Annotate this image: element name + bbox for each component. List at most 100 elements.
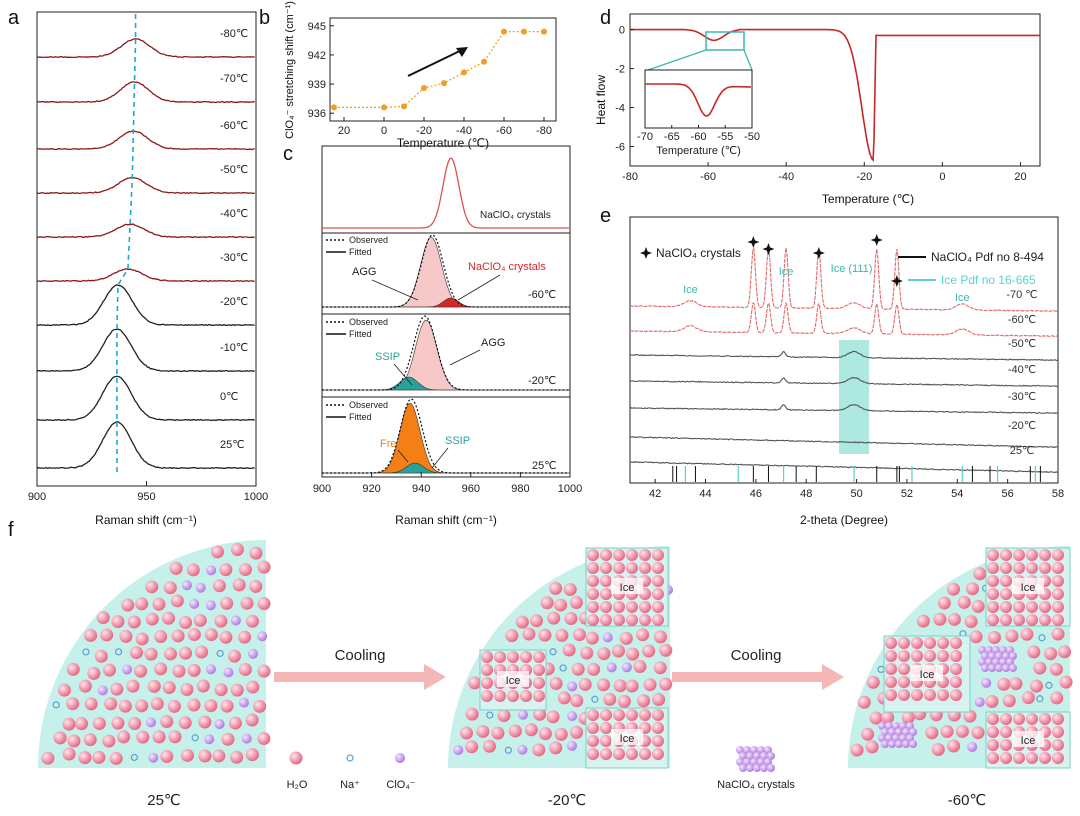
panel-a-spectrum <box>36 223 255 239</box>
ice-label-bg <box>497 671 529 687</box>
water-molecule <box>257 664 271 678</box>
cooling-label-2: Cooling <box>731 647 782 664</box>
clo4-ion <box>567 711 578 722</box>
ice-water-molecule <box>652 588 664 600</box>
water-molecule <box>522 627 536 641</box>
ice-water-molecule <box>1000 726 1012 738</box>
water-molecule <box>230 683 244 697</box>
water-molecule <box>1009 677 1023 691</box>
clo4-ion <box>223 667 234 678</box>
clo4-ion <box>181 580 192 591</box>
panel-c-observed <box>322 234 569 308</box>
panel-b-point <box>541 28 547 35</box>
crystal-ion <box>906 722 914 730</box>
water-molecule <box>947 582 961 596</box>
ice-water-molecule <box>587 722 599 734</box>
water-molecule <box>245 713 259 727</box>
panel-c-ssip-label: SSIP <box>445 435 470 447</box>
water-molecule <box>1049 662 1063 676</box>
water-molecule <box>172 664 186 678</box>
crystal-ion <box>902 740 910 748</box>
water-molecule <box>626 647 640 661</box>
ice-water-molecule <box>987 726 999 738</box>
ice-label: Ice <box>1021 735 1036 747</box>
ice-label-bg <box>611 729 643 745</box>
water-molecule <box>178 716 192 730</box>
ice-water-molecule <box>587 735 599 747</box>
ice-water-molecule <box>1052 726 1064 738</box>
water-molecule <box>210 545 224 559</box>
ice-water-molecule <box>652 575 664 587</box>
ice-water-molecule <box>1039 549 1051 561</box>
ice-water-molecule <box>587 562 599 574</box>
ice-water-molecule <box>587 575 599 587</box>
water-molecule <box>963 709 977 723</box>
panel-b-xtick-label: 20 <box>338 125 350 137</box>
ice-water-molecule <box>587 601 599 613</box>
ice-water-molecule <box>987 549 999 561</box>
water-molecule <box>232 578 246 592</box>
ice-water-molecule <box>639 549 651 561</box>
water-molecule <box>249 579 263 593</box>
crystal-ion <box>760 752 768 760</box>
water-molecule <box>117 730 131 744</box>
ice-water-molecule <box>600 562 612 574</box>
ice-water-molecule <box>481 690 493 702</box>
clo4-ion <box>974 697 985 708</box>
panel-d-xtick-label: -40 <box>778 171 794 183</box>
crystal-ion <box>881 728 889 736</box>
clo4-ion <box>97 685 108 696</box>
na-ion <box>1045 681 1053 689</box>
panel-c-agg-label: AGG <box>352 266 376 278</box>
panel-b-xtick-label: -20 <box>416 125 432 137</box>
crystal-ion <box>978 646 986 654</box>
clo4-ion <box>148 752 159 763</box>
water-molecule <box>562 643 576 657</box>
panel-a-xlabel: Raman shift (cm⁻¹) <box>95 513 197 527</box>
water-molecule <box>625 679 639 693</box>
panel-a-spectrum <box>36 328 255 373</box>
water-molecule <box>529 614 543 628</box>
cooling-label-1: Cooling <box>335 647 386 664</box>
panel-d-xtick-label: 20 <box>1014 171 1026 183</box>
ice-water-molecule <box>937 650 949 662</box>
ice-water-molecule <box>1000 614 1012 626</box>
ice-water-molecule <box>950 676 962 688</box>
ice-water-molecule <box>1052 614 1064 626</box>
panel-a-temp-label: 25℃ <box>220 439 245 451</box>
water-molecule <box>969 630 983 644</box>
ice-water-molecule <box>613 709 625 721</box>
ice-water-molecule <box>626 748 638 760</box>
water-molecule <box>465 740 479 754</box>
water-molecule <box>83 733 97 747</box>
water-molecule <box>1044 647 1058 661</box>
water-molecule <box>557 691 571 705</box>
water-molecule <box>971 726 985 740</box>
ice-water-molecule <box>652 722 664 734</box>
ice-water-molecule <box>1013 752 1025 764</box>
crystal-ion <box>885 722 893 730</box>
panel-e-xtick-label: 52 <box>901 488 913 500</box>
water-molecule <box>985 694 999 708</box>
water-molecule <box>643 678 657 692</box>
ice-water-molecule <box>652 748 664 760</box>
water-molecule <box>163 647 177 661</box>
ice-label: Ice <box>506 675 521 687</box>
panel-b-point <box>481 58 487 65</box>
crystal-ion <box>978 658 986 666</box>
water-molecule <box>465 707 479 721</box>
water-molecule <box>947 739 961 753</box>
ice-water-molecule <box>626 549 638 561</box>
water-molecule <box>180 748 194 762</box>
water-molecule <box>160 714 174 728</box>
crystal-ion <box>895 728 903 736</box>
panel-b-frame <box>329 17 557 122</box>
na-ion <box>52 701 60 709</box>
panel-c-pointer <box>431 447 449 469</box>
panel-a-spectrum <box>36 176 255 195</box>
water-molecule <box>524 723 538 737</box>
panel-e-ice-label: Ice <box>683 284 698 296</box>
water-molecule <box>964 615 978 629</box>
clo4-ion <box>566 740 577 751</box>
ice-water-molecule <box>626 562 638 574</box>
